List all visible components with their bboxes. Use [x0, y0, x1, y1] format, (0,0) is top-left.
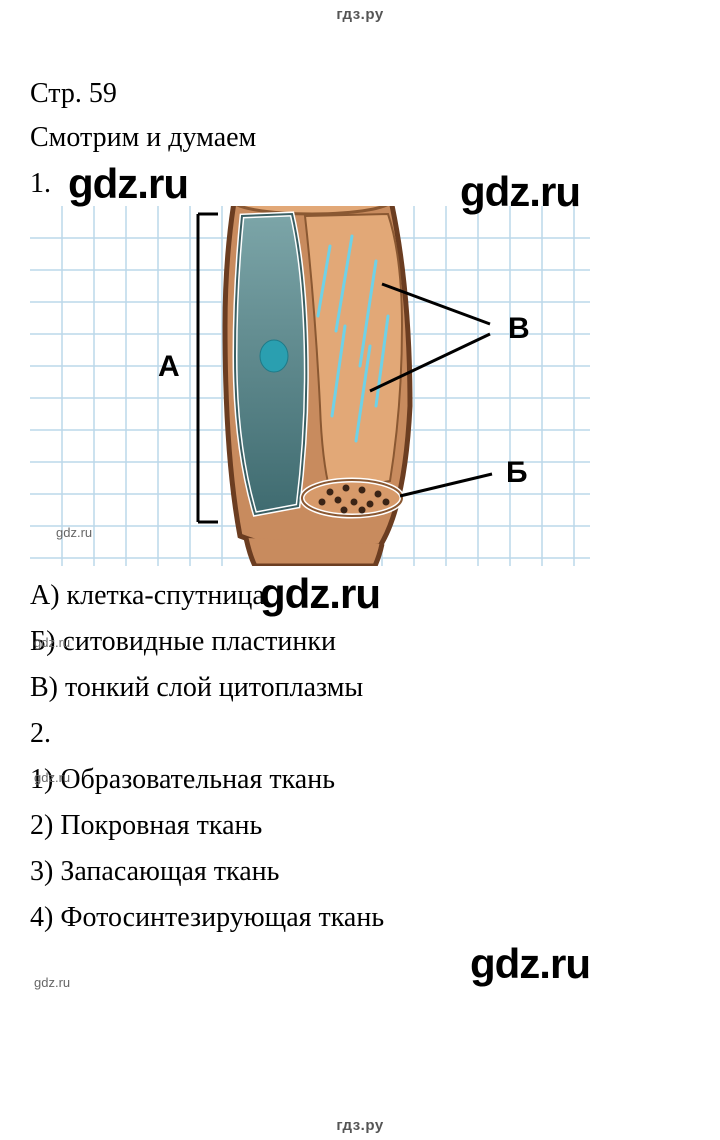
list-4: 4) Фотосинтезирующая ткань: [30, 902, 690, 934]
item-1-number: 1.: [30, 168, 690, 200]
label-b: Б: [506, 456, 528, 489]
list-3: 3) Запасающая ткань: [30, 856, 690, 888]
item-2-number: 2.: [30, 718, 690, 750]
diagram-container: А В Б: [30, 206, 590, 566]
answer-b: Б) ситовидные пластинки: [30, 626, 690, 658]
list-2: 2) Покровная ткань: [30, 810, 690, 842]
site-brand-bottom: гдз.ру: [0, 1117, 720, 1134]
section-title: Смотрим и думаем: [30, 122, 690, 154]
list-1: 1) Образовательная ткань: [30, 764, 690, 796]
label-a: А: [158, 350, 180, 383]
page-reference: Стр. 59: [30, 78, 690, 110]
label-v: В: [508, 312, 530, 345]
watermark-small: gdz.ru: [34, 975, 70, 990]
answer-a: А) клетка-спутница: [30, 580, 690, 612]
diagram-svg: А В Б: [30, 206, 590, 566]
watermark-big: gdz.ru: [470, 940, 590, 988]
answer-v: В) тонкий слой цитоплазмы: [30, 672, 690, 704]
site-brand-top: гдз.ру: [0, 0, 720, 23]
